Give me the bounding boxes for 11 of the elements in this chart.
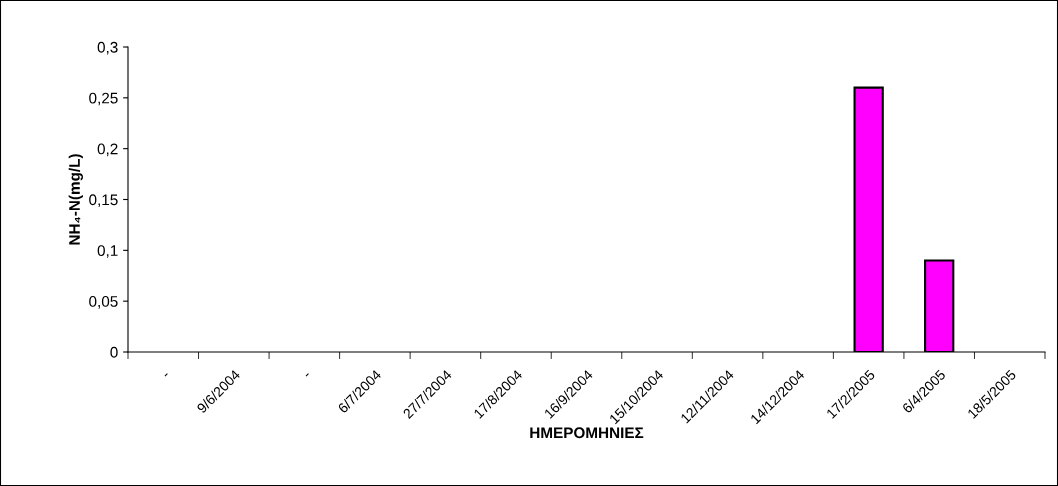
y-tick-label: 0,15 [89, 194, 118, 207]
y-tick-label: 0,3 [97, 41, 118, 55]
x-tick-label: - [305, 373, 309, 377]
y-tick-label: 0,1 [97, 245, 118, 258]
y-axis-title: NH₄-N(mg/L) [68, 154, 83, 245]
y-tick-label: 0,05 [89, 296, 118, 309]
y-tick-label: 0,25 [89, 92, 118, 106]
y-tick-label: 0 [110, 346, 118, 358]
y-tick-label: 0,2 [97, 143, 118, 157]
x-tick-label: - [164, 373, 168, 377]
x-axis-title: ΗΜΕΡΟΜΗΝΙΕΣ [530, 427, 644, 439]
